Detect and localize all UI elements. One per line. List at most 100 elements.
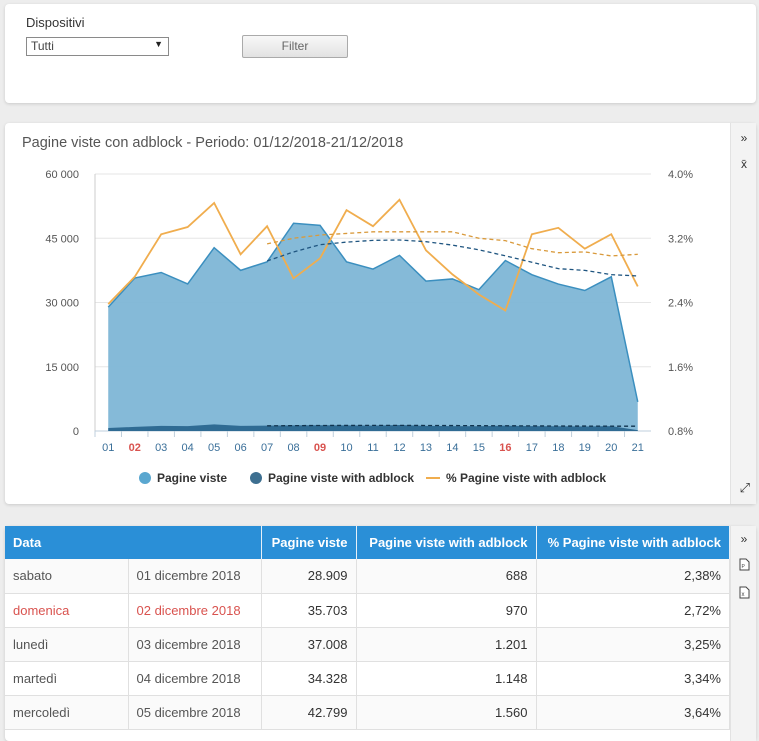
table-row: lunedì 03 dicembre 2018 37.008 1.201 3,25% [5,627,730,662]
devices-label: Dispositivi [26,15,85,30]
x-tick-label: 04 [182,442,194,454]
cell-pct: 2,38% [536,559,730,594]
chart-svg: 0 0.8% 15 000 1.6% 30 000 2.4% 45 000 3.2% 60 00… [45,169,693,454]
table-row: sabato 01 dicembre 2018 28.909 688 2,38% [5,559,730,594]
pdf-icon[interactable]: P [731,558,757,574]
series-line-pct [107,198,639,312]
table-row: mercoledì 05 dicembre 2018 42.799 1.560 3,64… [5,695,730,730]
cell-date: 02 dicembre 2018 [128,593,262,628]
x-tick-label: 18 [552,442,564,454]
x-tick-label: 07 [261,442,273,454]
cell-pageviews: 37.008 [261,627,357,662]
y2-tick-label: 2.4% [668,298,693,310]
legend-item-pct[interactable]: % Pagine viste with adblock [426,471,606,485]
devices-select-value: Tutti [31,39,54,53]
x-tick-label: 11 [367,442,378,454]
legend-label-pct: % Pagine viste with adblock [446,471,607,485]
table-side-toolbar: » P x [730,526,756,741]
x-tick-label: 09 [314,442,326,454]
trend-line-adblock [267,424,638,427]
pdf-icon-shape: P [739,558,749,571]
y2-tick-label: 0.8% [668,426,693,438]
cell-pageviews: 42.799 [261,695,357,730]
cell-pageviews: 28.909 [261,559,357,594]
series-line-pageviews [107,222,639,403]
cell-date: 04 dicembre 2018 [128,661,262,696]
series-area-pageviews [108,223,638,431]
header-pageviews[interactable]: Pagine viste [261,526,357,559]
expand-icon[interactable]: ⤢ [739,480,750,495]
cell-day: martedì [5,661,129,696]
cell-adblock: 1.560 [356,695,537,730]
x-tick-label: 06 [234,442,246,454]
x-tick-label: 13 [420,442,432,454]
x-tick-label: 12 [393,442,405,454]
x-tick-label: 08 [287,442,299,454]
data-table: Data Pagine viste Pagine viste with adbl… [5,526,730,730]
excel-icon[interactable]: x [731,586,757,602]
x-tick-label: 03 [155,442,167,454]
header-pct[interactable]: % Pagine viste with adblock [536,526,730,559]
y2-tick-label: 3.2% [668,233,693,245]
header-adblock[interactable]: Pagine viste with adblock [356,526,537,559]
chart-side-toolbar: » x̄ [730,123,756,504]
x-tick-label: 20 [605,442,617,454]
table-panel: Data Pagine viste Pagine viste with adbl… [5,526,756,741]
cell-pct: 3,64% [536,695,730,730]
legend-marker-adblock [250,472,262,484]
svg-text:x: x [741,592,744,598]
y-tick-label: 0 [73,426,79,438]
chevron-double-right-icon[interactable]: » [740,131,748,145]
legend-item-adblock[interactable]: Pagine viste with adblock [250,471,414,485]
y-tick-label: 30 000 [45,298,79,310]
x-tick-label: 15 [473,442,485,454]
chevron-double-right-icon[interactable]: » [740,532,748,546]
cell-pct: 3,34% [536,661,730,696]
x-tick-label: 16 [499,442,511,454]
cell-adblock: 1.148 [356,661,537,696]
header-data[interactable]: Data [5,526,262,559]
cell-pageviews: 35.703 [261,593,357,628]
y-tick-label: 45 000 [45,233,79,245]
x-tick-label: 01 [102,442,114,454]
legend-marker-pageviews [139,472,151,484]
devices-select[interactable]: Tutti ▼ [26,37,169,56]
cell-date: 05 dicembre 2018 [128,695,262,730]
filter-button[interactable]: Filter [242,35,348,58]
table-row: domenica 02 dicembre 2018 35.703 970 2,72% [5,593,730,628]
legend-label-adblock: Pagine viste with adblock [268,471,415,485]
cell-day: sabato [5,559,129,594]
cell-day: mercoledì [5,695,129,730]
y2-tick-label: 4.0% [668,169,693,181]
table-header-row: Data Pagine viste Pagine viste with adbl… [5,526,730,559]
cell-adblock: 970 [356,593,537,628]
legend-marker-pct [426,477,440,479]
cell-pct: 2,72% [536,593,730,628]
cell-pageviews: 34.328 [261,661,357,696]
chart-panel: Pagine viste con adblock - Periodo: 01/1… [5,123,756,504]
cell-adblock: 688 [356,559,537,594]
x-tick-label: 10 [340,442,352,454]
cell-day: lunedì [5,627,129,662]
x-bar-icon[interactable]: x̄ [741,157,747,171]
cell-day: domenica [5,593,129,628]
y-tick-label: 60 000 [45,169,79,181]
x-tick-label: 21 [632,442,644,454]
x-tick-label: 14 [446,442,458,454]
y-tick-label: 15 000 [45,362,79,374]
filter-panel: Dispositivi Tutti ▼ Filter [5,4,756,103]
svg-text:P: P [741,564,745,570]
x-tick-label: 19 [579,442,591,454]
x-tick-label: 05 [208,442,220,454]
cell-adblock: 1.201 [356,627,537,662]
table-row: martedì 04 dicembre 2018 34.328 1.148 3,34% [5,661,730,696]
legend-item-pageviews[interactable]: Pagine viste [139,471,227,485]
legend-label-pageviews: Pagine viste [157,471,228,485]
x-tick-label: 17 [526,442,538,454]
cell-pct: 3,25% [536,627,730,662]
chart-title: Pagine viste con adblock - Periodo: 01/1… [22,135,404,151]
cell-date: 01 dicembre 2018 [128,559,262,594]
trend-line-pageviews [266,239,638,277]
y2-tick-label: 1.6% [668,362,693,374]
cell-date: 03 dicembre 2018 [128,627,262,662]
